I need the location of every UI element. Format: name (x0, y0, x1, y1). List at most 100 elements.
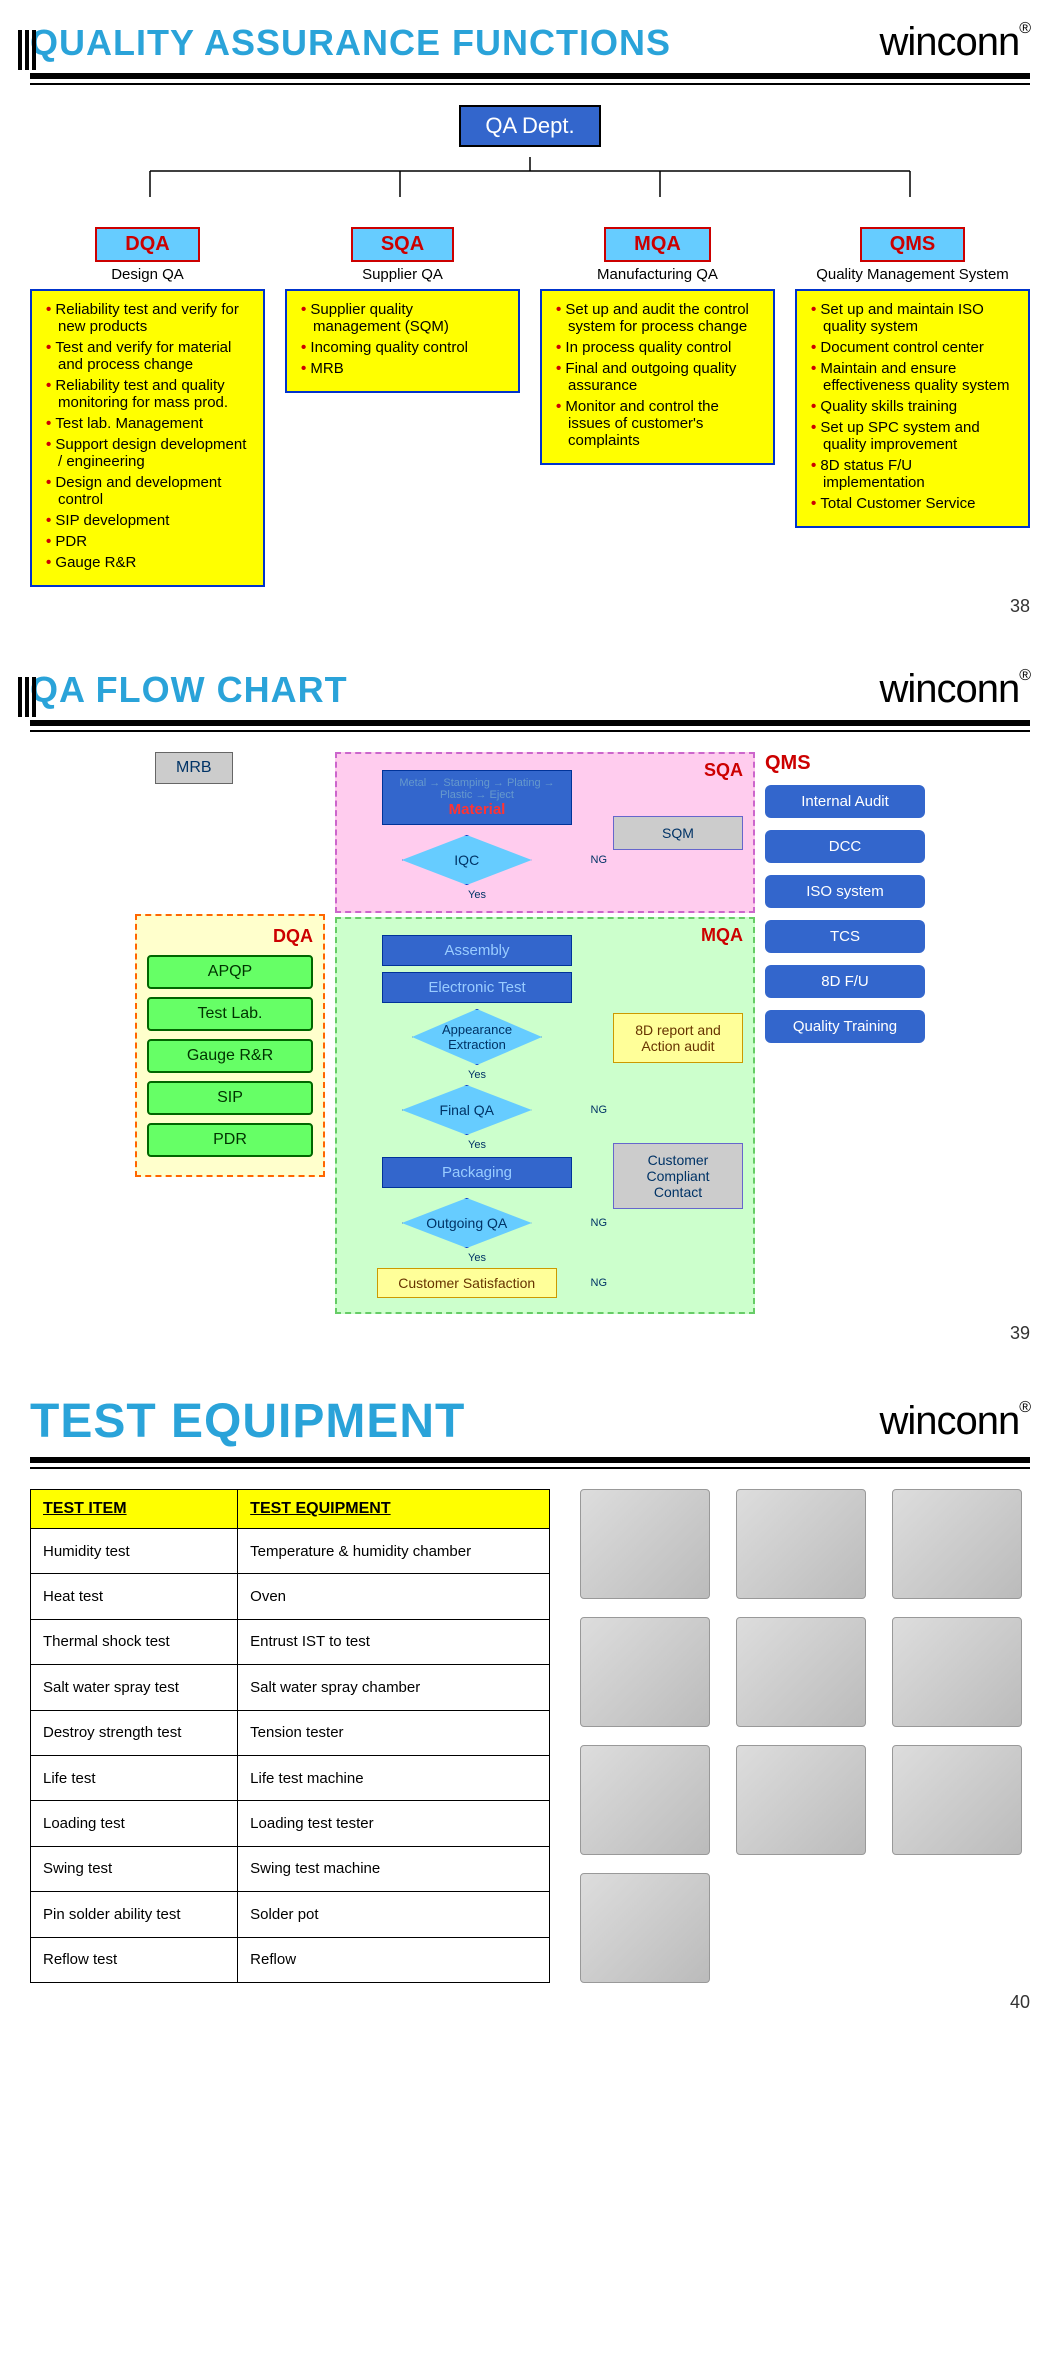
table-row: Humidity testTemperature & humidity cham… (31, 1529, 550, 1574)
equipment-images (580, 1489, 1030, 1983)
org-chart: QA Dept. DQA Design QA Reliability test … (30, 105, 1030, 587)
brand-logo: winconn® (879, 1399, 1030, 1444)
table-cell: Life test (31, 1755, 238, 1800)
table-cell: Pin solder ability test (31, 1892, 238, 1937)
branch-sub-qms: Quality Management System (816, 266, 1009, 283)
divider (30, 1457, 1030, 1469)
page-number: 40 (1010, 1992, 1030, 2013)
slide-qa-flow: QA FLOW CHART winconn® MRB DQA APQPTest … (0, 647, 1060, 1374)
slide-qa-functions: QUALITY ASSURANCE FUNCTIONS winconn® QA … (0, 0, 1060, 647)
branch-sub-mqa: Manufacturing QA (597, 266, 718, 283)
slide-title: TEST EQUIPMENT (30, 1394, 465, 1449)
iqc-decision: IQC (402, 835, 532, 885)
table-cell: Oven (238, 1574, 550, 1619)
qms-item: TCS (765, 920, 925, 953)
left-accent-bars (18, 677, 36, 717)
table-row: Loading testLoading test tester (31, 1801, 550, 1846)
center-column: SQA Metal → Stamping → Plating → Plastic… (335, 752, 755, 1314)
branch-item: PDR (46, 533, 249, 550)
branch-item: Test and verify for material and process… (46, 339, 249, 373)
branch-item: In process quality control (556, 339, 759, 356)
mrb-box: MRB (155, 752, 233, 784)
qms-label: QMS (765, 752, 925, 775)
qa-dept-box: QA Dept. (459, 105, 600, 147)
table-cell: Salt water spray test (31, 1665, 238, 1710)
table-cell: Reflow (238, 1937, 550, 1982)
table-cell: Reflow test (31, 1937, 238, 1982)
branch-item: Supplier quality management (SQM) (301, 301, 504, 335)
table-cell: Temperature & humidity chamber (238, 1529, 550, 1574)
equipment-image (892, 1745, 1022, 1855)
dqa-item: SIP (147, 1081, 313, 1115)
qms-item: DCC (765, 830, 925, 863)
equipment-image (736, 1617, 866, 1727)
qms-item: 8D F/U (765, 965, 925, 998)
table-cell: Solder pot (238, 1892, 550, 1937)
brand-logo: winconn® (879, 20, 1030, 65)
branch-item: Incoming quality control (301, 339, 504, 356)
branch-item: SIP development (46, 512, 249, 529)
material-process: Metal → Stamping → Plating → Plastic → E… (382, 770, 572, 825)
assembly-step: Assembly (382, 935, 572, 966)
table-cell: Heat test (31, 1574, 238, 1619)
equipment-image (580, 1617, 710, 1727)
table-cell: Humidity test (31, 1529, 238, 1574)
page-number: 38 (1010, 596, 1030, 617)
branch-item: Support design development / engineering (46, 436, 249, 470)
slide-header: QA FLOW CHART winconn® (30, 667, 1030, 712)
branch-mqa: MQA Manufacturing QA Set up and audit th… (540, 227, 775, 587)
equipment-table: TEST ITEM TEST EQUIPMENT Humidity testTe… (30, 1489, 550, 1983)
branch-dqa: DQA Design QA Reliability test and verif… (30, 227, 265, 587)
flowchart: MRB DQA APQPTest Lab.Gauge R&RSIPPDR SQA… (30, 752, 1030, 1314)
table-cell: Thermal shock test (31, 1619, 238, 1664)
table-cell: Salt water spray chamber (238, 1665, 550, 1710)
sqa-label: SQA (704, 760, 743, 781)
branch-head-sqa: SQA (351, 227, 454, 262)
equipment-image (736, 1745, 866, 1855)
table-cell: Swing test (31, 1846, 238, 1891)
ng-label: NG (591, 854, 608, 866)
branch-row: DQA Design QA Reliability test and verif… (30, 227, 1030, 587)
table-row: Reflow testReflow (31, 1937, 550, 1982)
branch-item: Monitor and control the issues of custom… (556, 398, 759, 449)
qms-item: Internal Audit (765, 785, 925, 818)
mqa-zone: MQA Assembly Electronic Test Appearance … (335, 917, 755, 1314)
table-row: Salt water spray testSalt water spray ch… (31, 1665, 550, 1710)
th-test-equipment: TEST EQUIPMENT (238, 1490, 550, 1529)
branch-sub-sqa: Supplier QA (362, 266, 443, 283)
left-accent-bars (18, 30, 36, 70)
mqa-label: MQA (701, 925, 743, 946)
table-row: Destroy strength testTension tester (31, 1710, 550, 1755)
branch-box-dqa: Reliability test and verify for new prod… (30, 289, 265, 587)
branch-item: Reliability test and quality monitoring … (46, 377, 249, 411)
etest-step: Electronic Test (382, 972, 572, 1003)
table-cell: Loading test tester (238, 1801, 550, 1846)
8d-report-box: 8D report and Action audit (613, 1013, 743, 1063)
slide-header: TEST EQUIPMENT winconn® (30, 1394, 1030, 1449)
dqa-item: PDR (147, 1123, 313, 1157)
dqa-label: DQA (147, 926, 313, 947)
divider (30, 720, 1030, 732)
table-row: Swing testSwing test machine (31, 1846, 550, 1891)
qms-column: QMS Internal Audit DCC ISO system TCS 8D F/U… (765, 752, 925, 1314)
brand-logo: winconn® (879, 667, 1030, 712)
branch-head-mqa: MQA (604, 227, 711, 262)
page-number: 39 (1010, 1323, 1030, 1344)
dqa-item: Gauge R&R (147, 1039, 313, 1073)
packaging-step: Packaging (382, 1157, 572, 1188)
branch-item: Total Customer Service (811, 495, 1014, 512)
qms-item: ISO system (765, 875, 925, 908)
qms-item: Quality Training (765, 1010, 925, 1043)
branch-sub-dqa: Design QA (111, 266, 184, 283)
equipment-image (892, 1617, 1022, 1727)
branch-sqa: SQA Supplier QA Supplier quality managem… (285, 227, 520, 587)
outgoing-decision: Outgoing QA (402, 1198, 532, 1248)
table-row: Thermal shock testEntrust IST to test (31, 1619, 550, 1664)
appearance-decision: Appearance Extraction (412, 1009, 542, 1065)
table-cell: Tension tester (238, 1710, 550, 1755)
equipment-image (892, 1489, 1022, 1599)
dqa-item: Test Lab. (147, 997, 313, 1031)
slide-title: QUALITY ASSURANCE FUNCTIONS (30, 22, 671, 64)
slide-header: QUALITY ASSURANCE FUNCTIONS winconn® (30, 20, 1030, 65)
branch-item: Set up and audit the control system for … (556, 301, 759, 335)
